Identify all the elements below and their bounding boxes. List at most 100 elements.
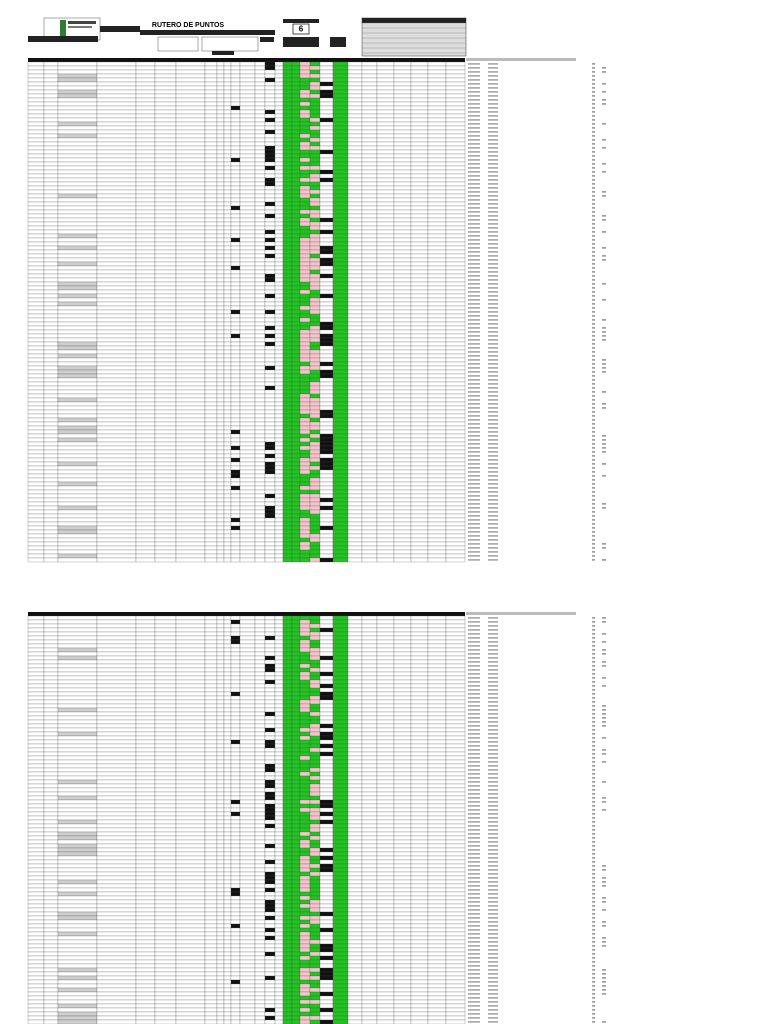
- cell: [96, 699, 137, 705]
- cell: [427, 337, 447, 343]
- cell: [347, 647, 363, 653]
- cell: [445, 735, 466, 741]
- cell: [291, 651, 301, 657]
- cell: [27, 735, 45, 741]
- cell: [376, 345, 395, 351]
- side-cell: [592, 67, 595, 69]
- cell: [309, 389, 321, 395]
- cell: [96, 189, 137, 195]
- cell: [43, 357, 59, 363]
- cell: [299, 141, 311, 147]
- cell: [154, 289, 177, 295]
- cell: [96, 117, 137, 123]
- cell: [135, 281, 156, 287]
- cell: [282, 743, 293, 749]
- cell: [96, 61, 137, 67]
- cell: [332, 153, 349, 159]
- cell: [376, 137, 395, 143]
- cell: [319, 651, 334, 657]
- cell: [230, 631, 241, 637]
- cell: [410, 189, 429, 195]
- cell: [410, 401, 429, 407]
- cell: [175, 349, 206, 355]
- side-cell: [592, 539, 595, 541]
- cell: [299, 309, 311, 315]
- cell: [175, 309, 206, 315]
- cell: [393, 229, 412, 235]
- cell: [27, 707, 45, 713]
- cell: [96, 537, 137, 543]
- cell: [361, 687, 378, 693]
- cell: [361, 321, 378, 327]
- cell: [43, 369, 59, 375]
- cell: [57, 185, 98, 191]
- cell: [393, 667, 412, 673]
- cell: [57, 517, 98, 523]
- side-cell: [592, 195, 595, 197]
- cell: [264, 93, 276, 99]
- cell: [309, 125, 321, 131]
- cell: [223, 397, 232, 403]
- cell: [239, 731, 256, 737]
- cell: [27, 165, 45, 171]
- cell: [175, 217, 206, 223]
- side-cell: [488, 379, 498, 381]
- cell: [230, 205, 241, 211]
- cell: [27, 453, 45, 459]
- cell: [175, 643, 206, 649]
- cell: [291, 743, 301, 749]
- cell: [57, 691, 98, 697]
- cell: [410, 73, 429, 79]
- side-cell: [592, 247, 595, 249]
- cell: [393, 615, 412, 621]
- cell: [204, 517, 218, 523]
- side-cell: [468, 227, 480, 229]
- cell: [445, 389, 466, 395]
- cell: [282, 707, 293, 713]
- cell: [393, 241, 412, 247]
- cell: [274, 675, 284, 681]
- cell: [376, 373, 395, 379]
- cell: [230, 553, 241, 559]
- cell: [223, 365, 232, 371]
- cell: [445, 249, 466, 255]
- cell: [445, 643, 466, 649]
- cell: [319, 449, 334, 455]
- cell: [376, 433, 395, 439]
- cell: [96, 735, 137, 741]
- cell: [154, 533, 177, 539]
- cell: [57, 257, 98, 263]
- cell: [239, 683, 256, 689]
- cell: [332, 253, 349, 259]
- cell: [254, 739, 266, 745]
- cell: [427, 197, 447, 203]
- cell: [347, 169, 363, 175]
- cell: [230, 213, 241, 219]
- cell: [27, 273, 45, 279]
- cell: [57, 469, 98, 475]
- cell: [230, 233, 241, 239]
- cell: [393, 253, 412, 259]
- cell: [445, 719, 466, 725]
- cell: [361, 273, 378, 279]
- cell: [223, 381, 232, 387]
- cell: [254, 433, 266, 439]
- cell: [216, 699, 225, 705]
- table-header: [466, 58, 576, 61]
- cell: [347, 501, 363, 507]
- cell: [216, 165, 225, 171]
- cell: [427, 663, 447, 669]
- cell: [361, 121, 378, 127]
- cell: [204, 425, 218, 431]
- cell: [347, 623, 363, 629]
- cell: [204, 141, 218, 147]
- side-cell: [488, 555, 498, 557]
- side-cell: [592, 547, 595, 549]
- cell: [282, 109, 293, 115]
- cell: [309, 181, 321, 187]
- cell: [43, 233, 59, 239]
- side-cell: [592, 661, 595, 663]
- cell: [135, 517, 156, 523]
- cell: [309, 727, 321, 733]
- cell: [223, 513, 232, 519]
